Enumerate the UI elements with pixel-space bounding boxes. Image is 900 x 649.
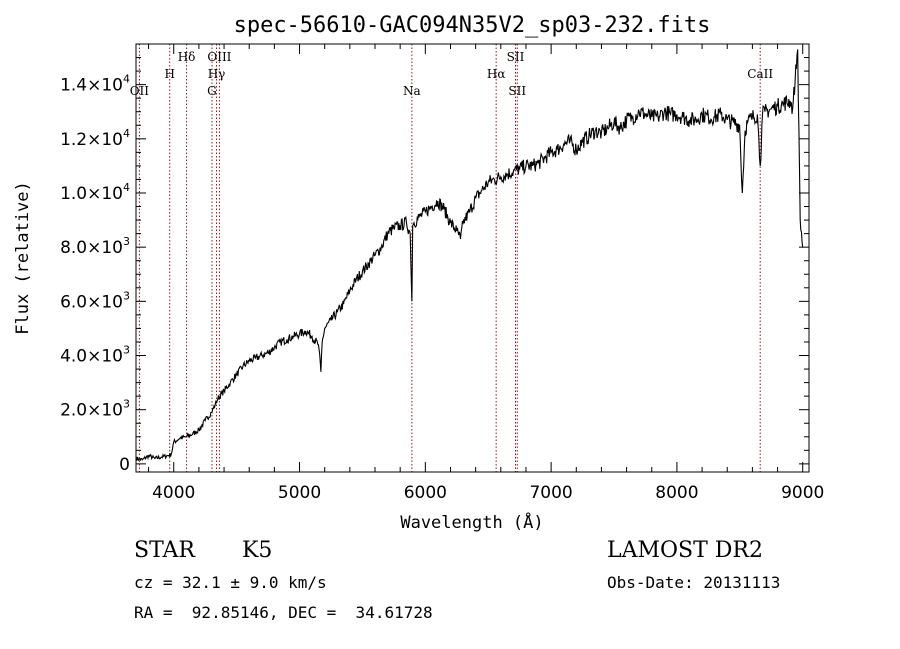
y-tick-label: 1.0×104 bbox=[60, 181, 130, 204]
plot-frame bbox=[135, 43, 810, 473]
redshift-readout: cz = 32.1 ± 9.0 km/s bbox=[134, 573, 327, 592]
y-axis: 0 2.0×103 4.0×103 6.0×103 8.0×103 1.0×104 1.2×… bbox=[60, 57, 809, 475]
x-tick-label: 6000 bbox=[404, 483, 447, 503]
coordinates-readout: RA = 92.85146, DEC = 34.61728 bbox=[134, 603, 433, 622]
y-tick-label: 2.0×103 bbox=[60, 398, 130, 421]
x-tick-label: 7000 bbox=[529, 483, 572, 503]
spectral-line-label: Hγ bbox=[208, 67, 226, 81]
y-tick-label: 8.0×103 bbox=[60, 235, 130, 258]
spectrum-line bbox=[135, 49, 804, 462]
spectral-line-label: CaII bbox=[747, 67, 773, 81]
spectral-line-label: G bbox=[207, 84, 217, 98]
y-tick-label: 0 bbox=[119, 455, 130, 475]
spectral-line-label: SII bbox=[507, 50, 525, 64]
y-tick-label: 4.0×103 bbox=[60, 344, 130, 367]
x-tick-label: 9000 bbox=[781, 483, 824, 503]
x-axis-label: Wavelength (Å) bbox=[400, 511, 543, 533]
spectral-line-label: Hδ bbox=[178, 50, 196, 64]
y-axis-label: Flux (relative) bbox=[13, 181, 33, 335]
x-tick-label: 4000 bbox=[152, 483, 195, 503]
spectral-line-label: SII bbox=[508, 84, 526, 98]
observation-date: Obs-Date: 20131113 bbox=[607, 573, 781, 592]
y-tick-label: 6.0×103 bbox=[60, 289, 130, 312]
chart-title: spec-56610-GAC094N35V2_sp03-232.fits bbox=[234, 13, 711, 38]
x-tick-label: 5000 bbox=[278, 483, 321, 503]
spectral-line-markers bbox=[138, 44, 761, 472]
object-subclass: K5 bbox=[242, 538, 273, 563]
spectral-line-label: OII bbox=[130, 84, 150, 98]
spectral-line-label: OIII bbox=[207, 50, 231, 64]
object-type: STAR bbox=[134, 538, 195, 563]
survey-name: LAMOST DR2 bbox=[607, 538, 763, 563]
y-tick-label: 1.2×104 bbox=[60, 127, 130, 150]
spectral-line-label: Na bbox=[403, 84, 421, 98]
x-tick-label: 8000 bbox=[655, 483, 698, 503]
spectral-line-label: Hα bbox=[487, 67, 506, 81]
spectral-line-label: H bbox=[164, 67, 174, 81]
y-tick-label: 1.4×104 bbox=[60, 73, 130, 96]
x-axis: 4000 5000 6000 7000 8000 9000 bbox=[148, 44, 824, 503]
